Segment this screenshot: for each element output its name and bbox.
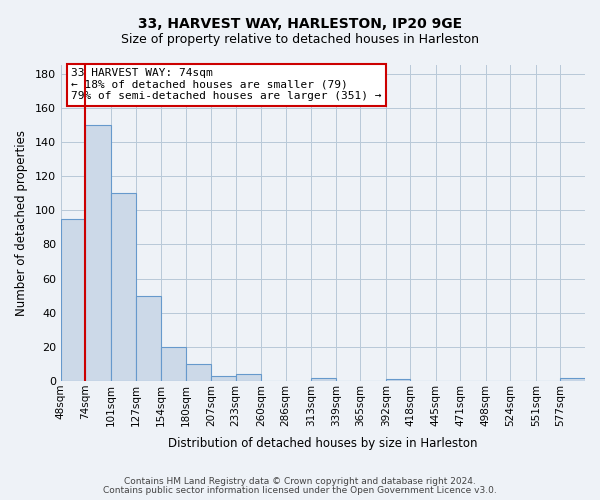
Bar bbox=[386, 380, 410, 381]
Bar bbox=[61, 218, 85, 381]
Text: 33 HARVEST WAY: 74sqm
← 18% of detached houses are smaller (79)
79% of semi-deta: 33 HARVEST WAY: 74sqm ← 18% of detached … bbox=[71, 68, 382, 102]
Bar bbox=[211, 376, 236, 381]
Bar bbox=[161, 347, 185, 381]
Bar bbox=[85, 125, 111, 381]
X-axis label: Distribution of detached houses by size in Harleston: Distribution of detached houses by size … bbox=[168, 437, 478, 450]
Text: Contains public sector information licensed under the Open Government Licence v3: Contains public sector information licen… bbox=[103, 486, 497, 495]
Bar bbox=[236, 374, 261, 381]
Text: 33, HARVEST WAY, HARLESTON, IP20 9GE: 33, HARVEST WAY, HARLESTON, IP20 9GE bbox=[138, 18, 462, 32]
Bar bbox=[560, 378, 585, 381]
Bar bbox=[311, 378, 336, 381]
Bar bbox=[185, 364, 211, 381]
Bar bbox=[136, 296, 161, 381]
Bar bbox=[111, 193, 136, 381]
Y-axis label: Number of detached properties: Number of detached properties bbox=[15, 130, 28, 316]
Text: Size of property relative to detached houses in Harleston: Size of property relative to detached ho… bbox=[121, 32, 479, 46]
Text: Contains HM Land Registry data © Crown copyright and database right 2024.: Contains HM Land Registry data © Crown c… bbox=[124, 477, 476, 486]
